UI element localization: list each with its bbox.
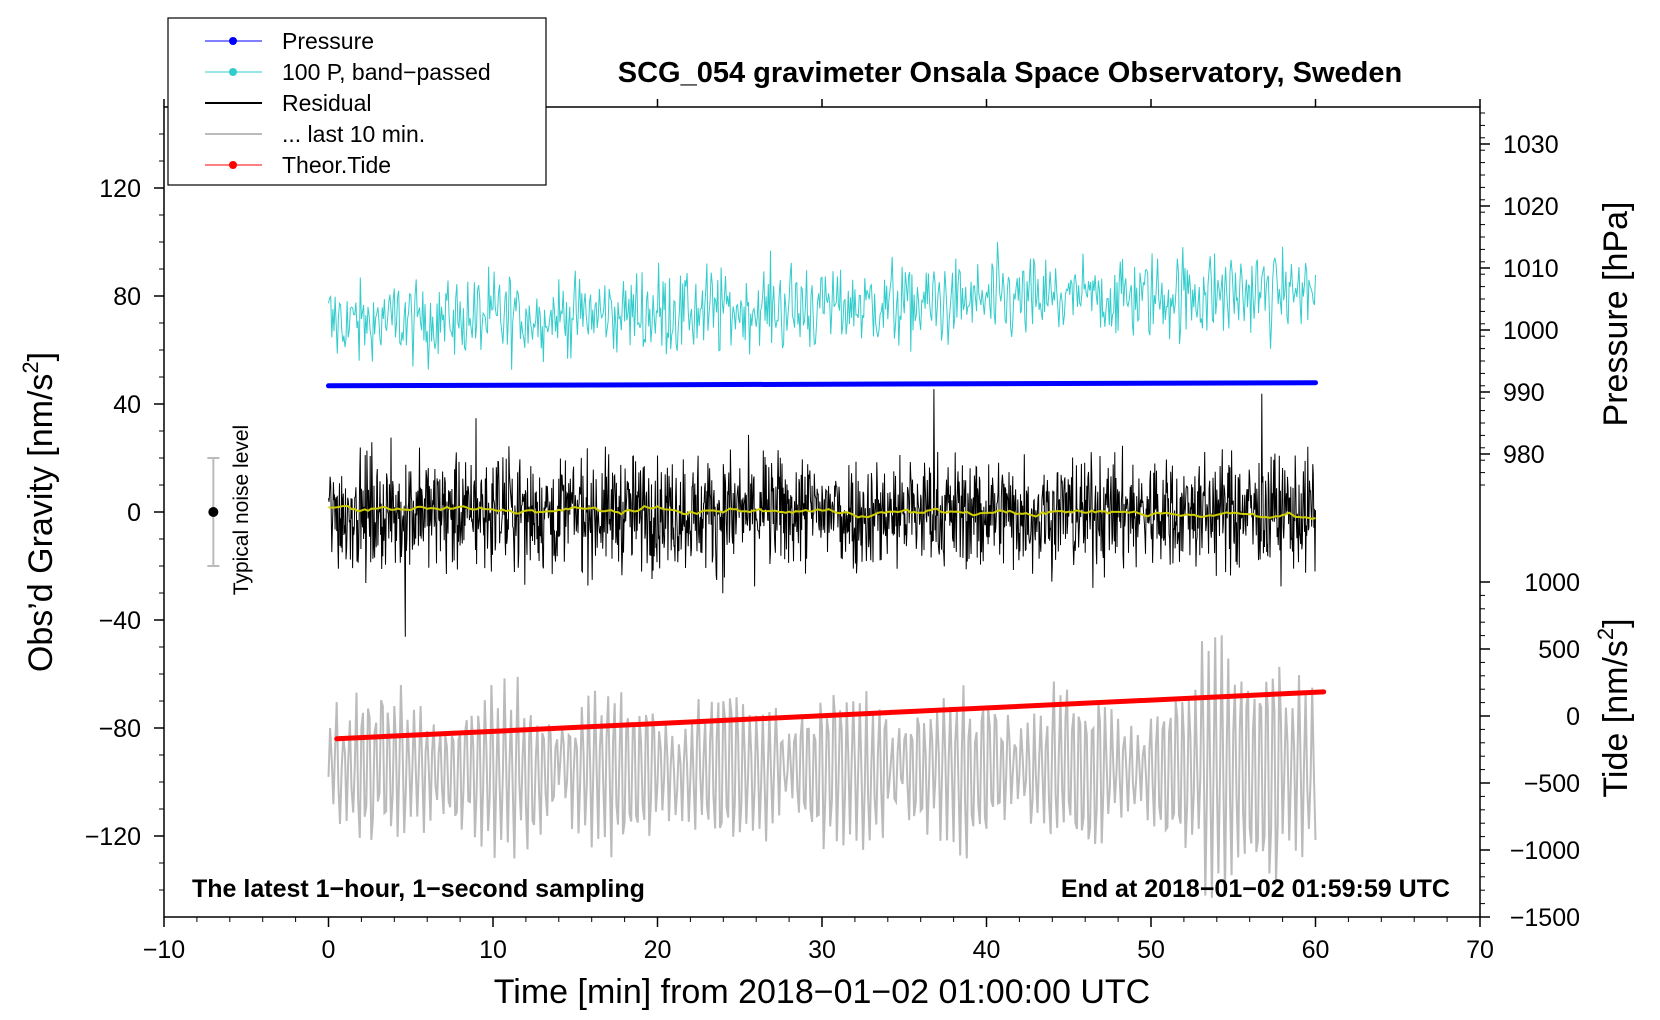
legend-label: Theor.Tide: [282, 152, 391, 178]
y-left-sup: 2: [18, 361, 43, 373]
y-tick-label: −80: [99, 715, 141, 743]
pressure-tick-label: 980: [1503, 441, 1545, 469]
tide-tick-label: −1500: [1510, 904, 1580, 932]
pressure-tick-label: 990: [1503, 379, 1545, 407]
series-last-10-min: [327, 635, 1317, 898]
x-tick-label: 50: [1137, 936, 1165, 964]
legend-label: Residual: [282, 90, 372, 116]
x-tick-label: 0: [322, 936, 336, 964]
annotation-bottom-left: The latest 1−hour, 1−second sampling: [192, 875, 645, 903]
series-pressure: [326, 380, 1318, 389]
y-axis-label-pressure: Pressure [hPa]: [1597, 202, 1635, 427]
x-tick-label: 40: [973, 936, 1001, 964]
y-left-close: ]: [22, 352, 60, 361]
legend: Pressure 100 P, band−passed Residual ... la…: [167, 17, 547, 186]
series-residual: [328, 389, 1316, 637]
x-tick-label: 70: [1466, 936, 1494, 964]
pressure-tick-label: 1030: [1503, 131, 1559, 159]
tide-tick-label: −1000: [1510, 837, 1580, 865]
annotation-bottom-right: End at 2018−01−02 01:59:59 UTC: [1061, 875, 1450, 903]
y-axis-label-left: Obs’d Gravity [nm/s2]: [18, 352, 60, 672]
tide-tick-label: −500: [1524, 770, 1580, 798]
y-tick-label: 40: [113, 391, 141, 419]
y-tick-label: 120: [99, 175, 141, 203]
legend-label: Pressure: [282, 28, 374, 54]
x-tick-label: 30: [808, 936, 836, 964]
x-tick-label: 60: [1302, 936, 1330, 964]
ticks-layer: −10 0 10 20 30 40 50 60 70−120−80−40040801209809…: [85, 99, 1580, 964]
chart-title: SCG_054 gravimeter Onsala Space Observat…: [618, 57, 1402, 89]
noise-dot: [208, 507, 219, 517]
y-tick-label: 0: [127, 499, 141, 527]
y-tick-label: −120: [85, 823, 141, 851]
legend-marker: [229, 37, 237, 45]
tide-tick-label: 500: [1538, 636, 1580, 664]
series-theor-tide: [334, 689, 1327, 742]
x-tick-label: −10: [143, 936, 185, 964]
x-tick-label: 20: [644, 936, 672, 964]
tide-main: Tide [nm/s: [1597, 640, 1635, 797]
legend-label: ... last 10 min.: [282, 121, 425, 147]
y-axis-label-tide-text: Tide [nm/s2]: [1593, 618, 1635, 797]
series-residual-smoothed: [328, 504, 1316, 521]
legend-marker: [229, 68, 237, 76]
legend-box: [167, 17, 547, 186]
y-tick-label: 80: [113, 283, 141, 311]
tide-tick-label: 0: [1566, 703, 1580, 731]
x-tick-label: 10: [479, 936, 507, 964]
x-axis-label: Time [min] from 2018−01−02 01:00:00 UTC: [494, 973, 1150, 1011]
noise-indicator: Typical noise level: [207, 425, 253, 595]
legend-label: 100 P, band−passed: [282, 59, 491, 85]
pressure-tick-label: 1020: [1503, 193, 1559, 221]
legend-marker: [229, 161, 237, 169]
y-left-main: Obs’d Gravity [nm/s: [22, 374, 60, 673]
tide-close: ]: [1597, 618, 1635, 627]
pressure-tick-label: 1000: [1503, 317, 1559, 345]
pressure-tick-label: 1010: [1503, 255, 1559, 283]
y-axis-label-left-text: Obs’d Gravity [nm/s2]: [18, 352, 60, 672]
tide-sup: 2: [1593, 628, 1618, 640]
legend-rows: Pressure 100 P, band−passed Residual ... la…: [205, 28, 491, 178]
y-tick-label: −40: [99, 607, 141, 635]
y-axis-label-tide: Tide [nm/s2]: [1593, 618, 1635, 797]
tide-tick-label: 1000: [1524, 569, 1580, 597]
series-layer: [326, 242, 1327, 898]
noise-label: Typical noise level: [230, 425, 253, 595]
series-bandpassed-pressure: [328, 242, 1316, 370]
